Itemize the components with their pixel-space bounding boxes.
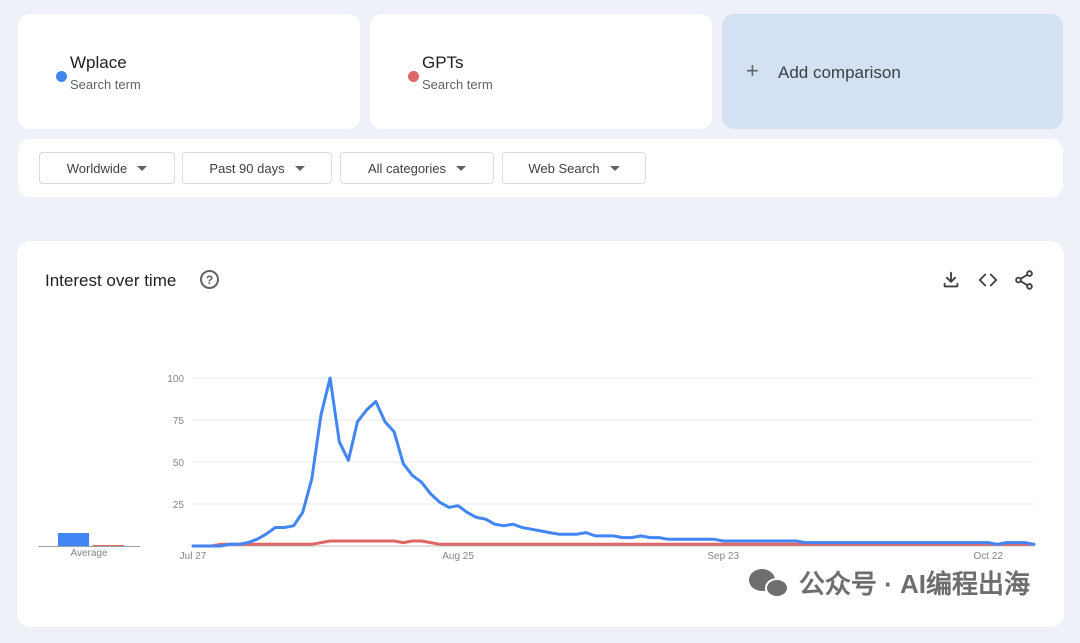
add-comparison-button[interactable]: + Add comparison <box>722 14 1063 129</box>
category-filter-dropdown[interactable]: All categories <box>340 152 494 184</box>
time-range-filter-dropdown[interactable]: Past 90 days <box>182 152 332 184</box>
caret-down-icon <box>294 165 305 171</box>
series-color-dot <box>408 71 419 82</box>
help-circle-icon[interactable]: ? <box>200 270 219 289</box>
y-tick-label: 100 <box>167 374 184 385</box>
chart-title: Interest over time <box>45 271 177 290</box>
series-line-wplace <box>191 376 1036 548</box>
region-filter-label: Worldwide <box>66 160 128 176</box>
average-axis-line <box>38 546 140 547</box>
watermark-text: 公众号 · AI编程出海 <box>798 569 1030 599</box>
embed-code-icon[interactable] <box>977 269 999 291</box>
add-comparison-label: Add comparison <box>778 63 901 82</box>
plus-icon: + <box>746 58 759 83</box>
search-type-filter-dropdown[interactable]: Web Search <box>502 152 646 184</box>
watermark: 公众号 · AI编程出海 <box>748 564 1030 601</box>
y-tick-label: 25 <box>173 500 185 511</box>
x-tick-label: Jul 27 <box>180 551 207 562</box>
average-bar-gpts <box>93 545 124 546</box>
interest-over-time-panel: Interest over time ? Average 25 50 75 100 Ju… <box>17 241 1064 627</box>
search-term-subtitle: Search term <box>422 77 493 92</box>
y-tick-label: 75 <box>173 416 185 427</box>
x-tick-label: Aug 25 <box>442 551 474 562</box>
series-line-gpts <box>191 539 1036 548</box>
caret-down-icon <box>456 165 467 171</box>
average-bar-wplace <box>58 533 89 546</box>
time-range-filter-label: Past 90 days <box>209 160 285 176</box>
search-term-name: GPTs <box>422 53 464 72</box>
search-term-name: Wplace <box>70 53 127 72</box>
x-tick-label: Sep 23 <box>707 551 739 562</box>
caret-down-icon <box>609 165 620 171</box>
wechat-icon <box>748 567 791 599</box>
series-color-dot <box>56 71 67 82</box>
filter-bar: Worldwide Past 90 days All categories We… <box>18 139 1063 197</box>
caret-down-icon <box>137 165 148 171</box>
average-label: Average <box>70 548 108 559</box>
average-bar-chart: Average <box>38 519 140 559</box>
category-filter-label: All categories <box>367 160 447 176</box>
region-filter-dropdown[interactable]: Worldwide <box>39 152 175 184</box>
search-term-card-wplace[interactable]: Wplace Search term <box>18 14 360 129</box>
search-term-subtitle: Search term <box>70 77 141 92</box>
x-tick-label: Oct 22 <box>974 551 1004 562</box>
y-tick-label: 50 <box>173 458 185 469</box>
search-type-filter-label: Web Search <box>528 160 600 176</box>
interest-over-time-chart: 25 50 75 100 Jul 27 Aug 25 Sep 23 Oct 22 <box>167 374 1036 562</box>
share-icon[interactable] <box>1013 269 1035 291</box>
download-icon[interactable] <box>940 269 962 291</box>
search-term-card-gpts[interactable]: GPTs Search term <box>370 14 712 129</box>
